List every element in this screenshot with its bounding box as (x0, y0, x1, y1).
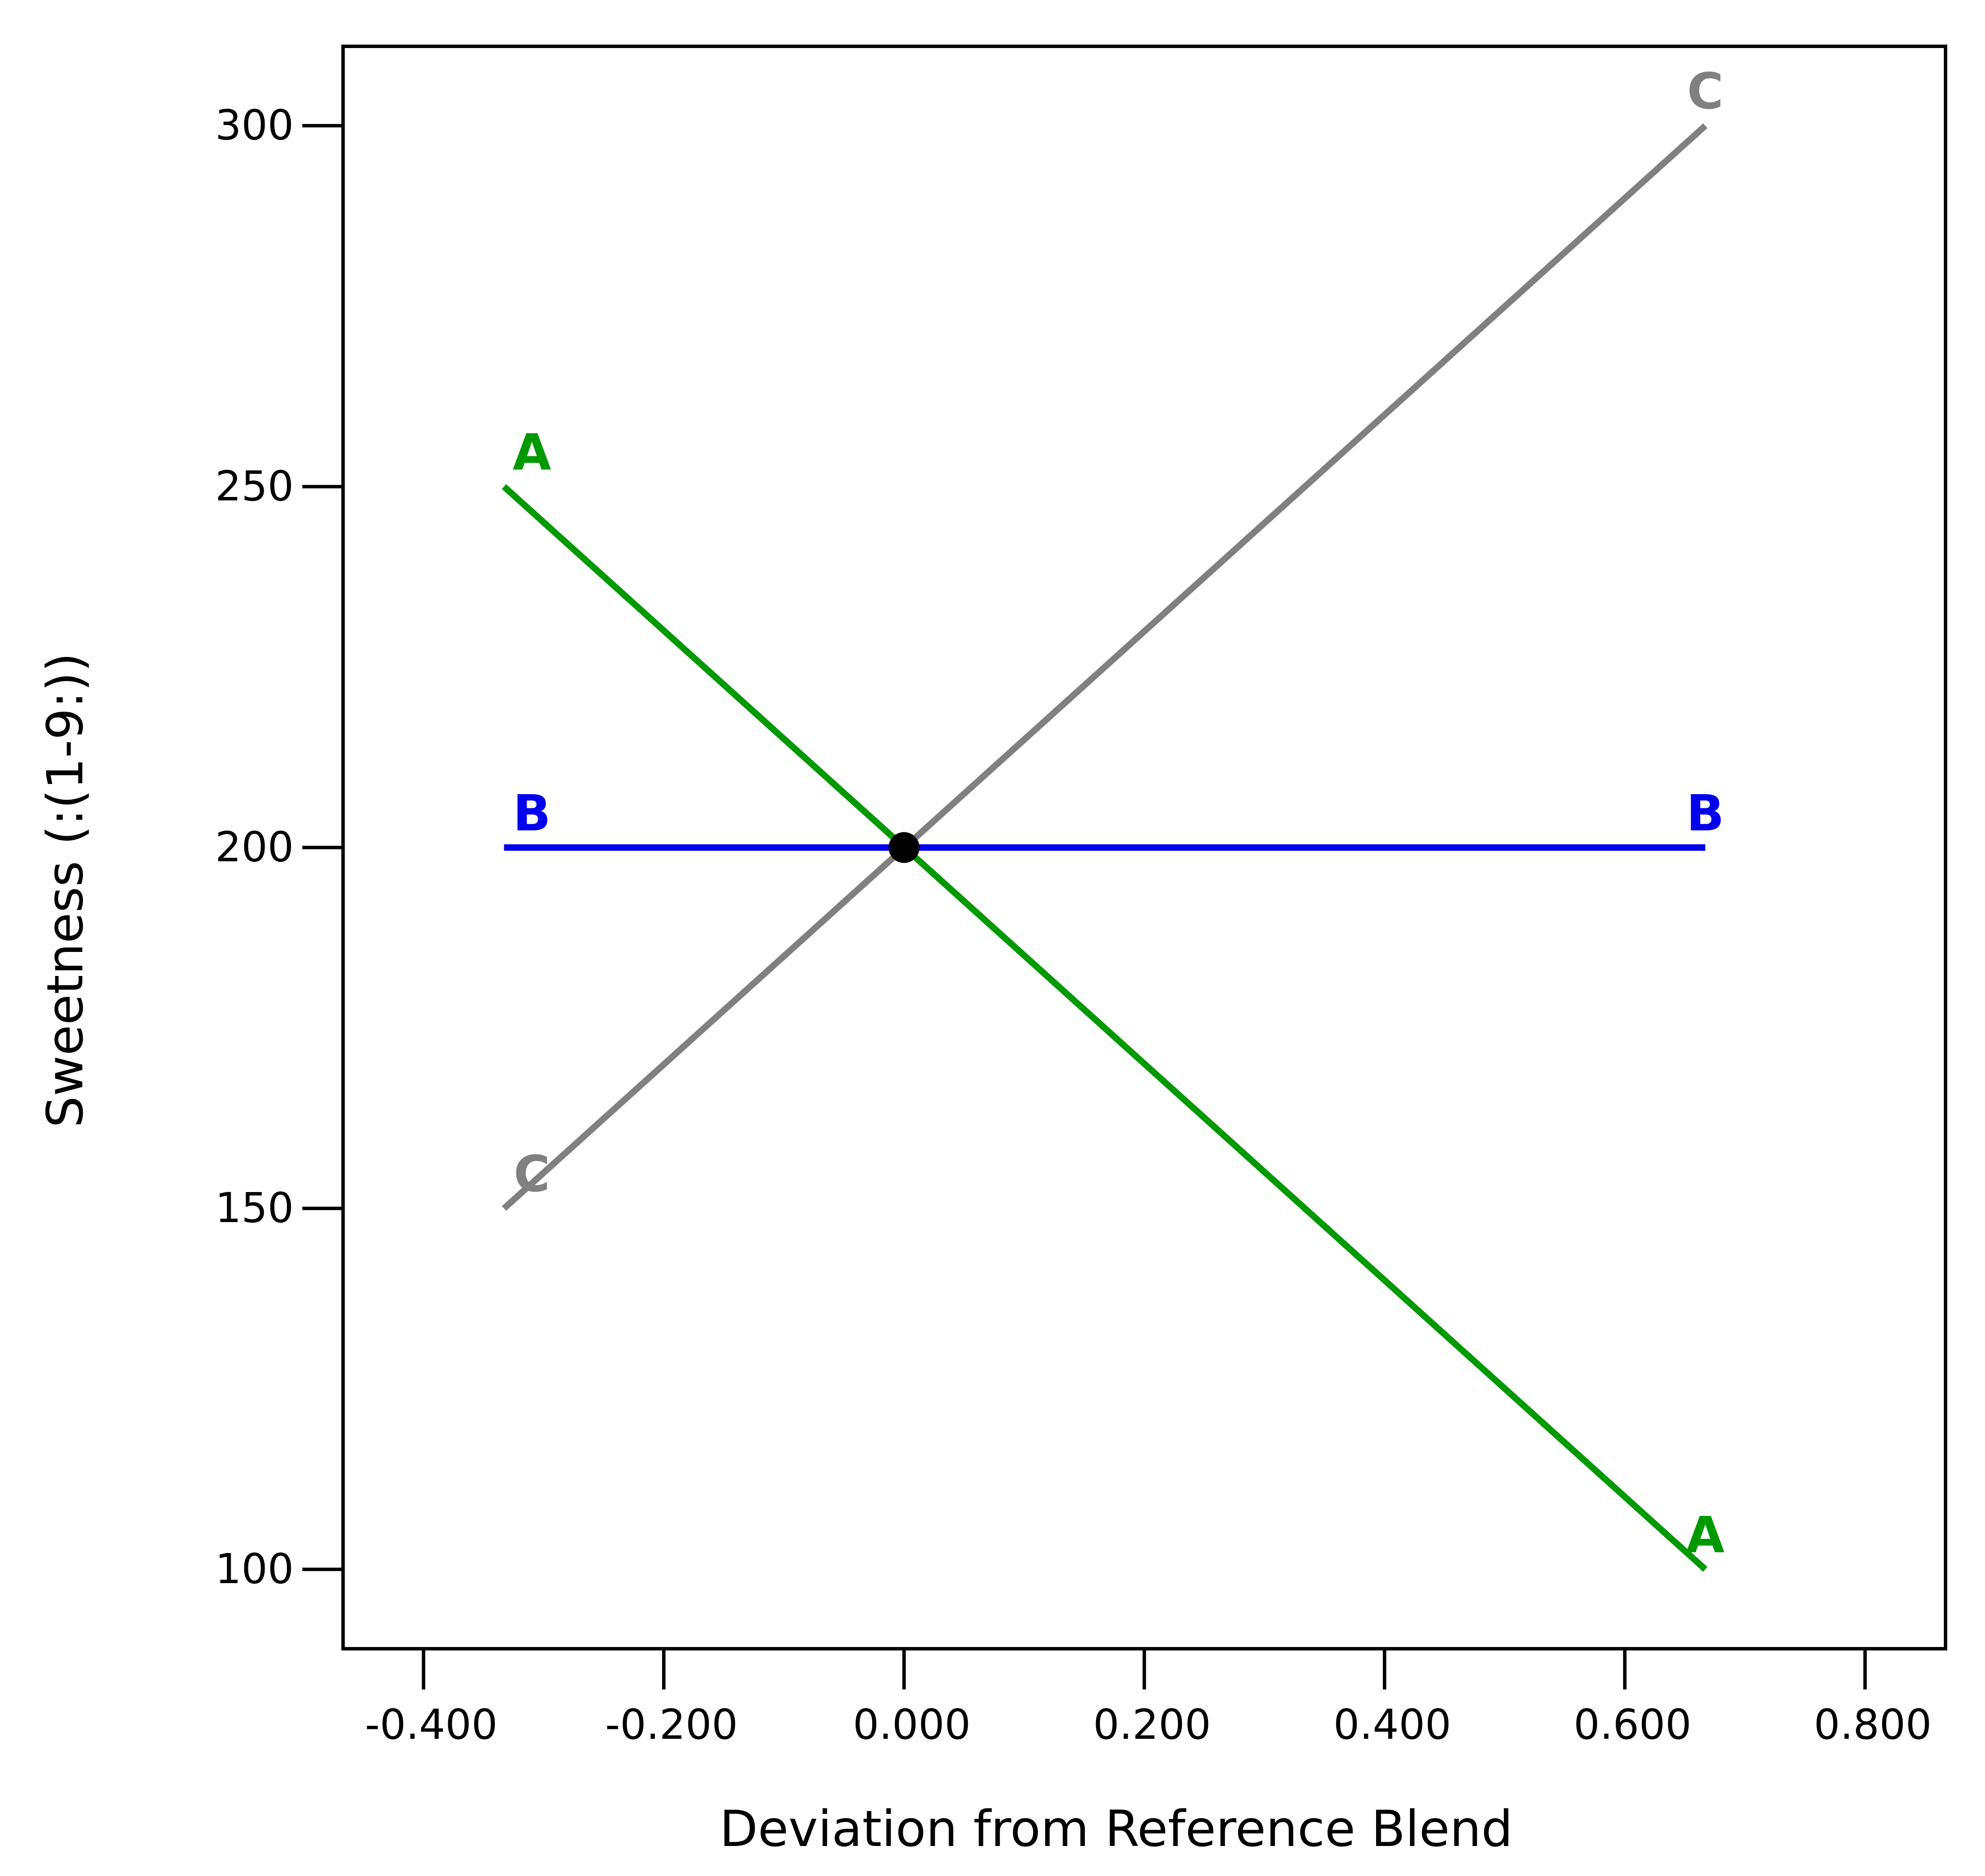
series-labels: A A B B C C (512, 63, 1724, 1564)
y-axis: 100 150 200 250 300 (215, 101, 343, 1593)
series-label-b-start: B (513, 785, 551, 843)
x-tick-label: -0.400 (365, 1701, 497, 1749)
series-label-a-start: A (512, 424, 551, 482)
y-axis-title: Sweetness (:(1-9:)) (36, 653, 94, 1128)
x-tick-label: 0.200 (1093, 1701, 1211, 1749)
y-tick-label: 200 (215, 823, 294, 871)
y-tick-label: 250 (215, 462, 294, 510)
series-line-c (502, 123, 1708, 1211)
series-label-c-end: C (1687, 63, 1723, 120)
series-line-a (502, 484, 1708, 1572)
x-tick-label: 0.600 (1574, 1701, 1692, 1749)
series-label-a-end: A (1686, 1506, 1725, 1564)
series-label-b-end: B (1687, 785, 1724, 843)
y-tick-label: 150 (215, 1184, 294, 1232)
x-tick-label: -0.200 (605, 1701, 738, 1749)
series-layer (502, 123, 1708, 1572)
x-axis-title: Deviation from Reference Blend (720, 1800, 1513, 1858)
x-tick-label: 0.000 (853, 1701, 971, 1749)
series-label-c-start: C (514, 1145, 550, 1203)
y-tick-label: 300 (215, 101, 294, 149)
y-tick-label: 100 (215, 1545, 294, 1593)
reference-point (889, 832, 920, 863)
x-tick-label: 0.800 (1814, 1701, 1932, 1749)
x-axis: -0.400 -0.200 0.000 0.200 0.400 0.600 0.800 (365, 1649, 1932, 1749)
x-tick-label: 0.400 (1333, 1701, 1451, 1749)
